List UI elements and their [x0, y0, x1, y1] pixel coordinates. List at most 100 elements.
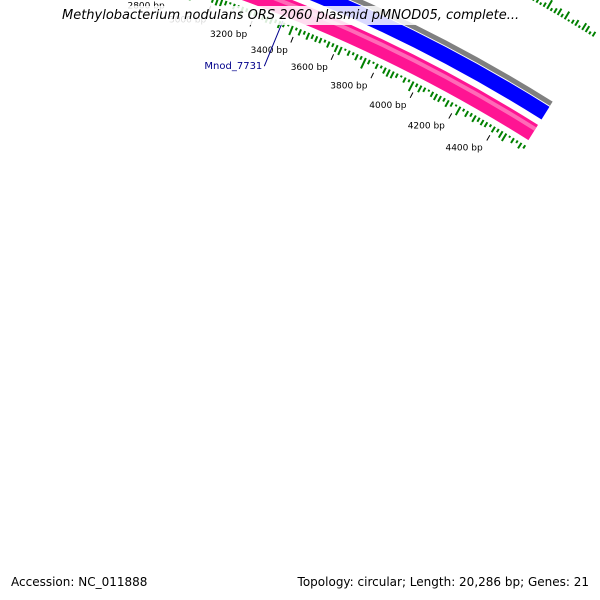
gene-label-mnod-7731[interactable]: Mnod_7731 [204, 61, 262, 72]
accession-text: Accession: NC_011888 [9, 575, 150, 589]
gc-skew-mark [429, 91, 435, 98]
gc-skew-mark [366, 59, 371, 65]
gc-skew-mark [229, 2, 232, 5]
gc-skew-mark [394, 73, 399, 79]
gc-skew-mark [471, 115, 477, 123]
gc-skew-mark [464, 110, 470, 118]
gc-skew-mark [427, 89, 431, 93]
gc-skew-mark [488, 123, 493, 128]
gc-skew-mark [407, 81, 415, 92]
gc-content-mark [553, 7, 558, 14]
bp-tick [370, 72, 375, 79]
gc-skew-mark [444, 99, 450, 108]
gc-skew-mark [351, 52, 355, 56]
gc-skew-mark [223, 0, 228, 6]
gc-skew-mark [385, 69, 391, 78]
gc-skew-mark [360, 57, 367, 69]
bp-tick [448, 113, 453, 119]
gc-content-mark [535, 0, 540, 4]
gc-skew-mark [497, 130, 504, 139]
gc-skew-mark [414, 83, 419, 88]
gc-skew-mark [437, 95, 442, 103]
gc-content-mark [532, 0, 535, 2]
gc-skew-mark [483, 121, 489, 128]
gc-content-mark [588, 31, 592, 35]
gc-content-mark [577, 25, 581, 29]
gc-skew-mark [333, 44, 339, 53]
gc-content-mark [570, 19, 575, 24]
gc-skew-mark [449, 101, 454, 108]
gc-skew-mark [344, 48, 347, 52]
gc-content-mark [591, 31, 597, 37]
gc-skew-mark [318, 37, 323, 44]
gc-skew-mark [372, 61, 375, 65]
bp-tick [290, 36, 294, 43]
gc-content-mark [556, 8, 563, 16]
gc-skew-mark [389, 71, 395, 79]
gc-skew-mark [476, 117, 481, 123]
gc-skew-mark [517, 142, 523, 149]
gc-content-mark [567, 19, 571, 22]
gc-skew-mark [326, 41, 331, 48]
gc-skew-mark [314, 35, 319, 43]
gc-skew-mark [501, 133, 508, 142]
bp-tick-label: 3600 bp [291, 63, 328, 73]
gc-skew-mark [359, 55, 363, 61]
bp-tick-label: 4000 bp [369, 101, 406, 111]
gc-skew-mark [407, 79, 411, 83]
bp-tick [330, 54, 335, 60]
gc-skew-mark [379, 65, 383, 69]
gc-content-mark [581, 22, 588, 31]
gc-skew-mark [210, 0, 214, 4]
map-summary-text: Topology: circular; Length: 20,286 bp; G… [295, 575, 591, 589]
bp-tick-label: 3400 bp [251, 46, 288, 56]
gc-skew-mark [469, 112, 473, 118]
gc-skew-mark [417, 85, 423, 93]
gc-skew-mark [399, 75, 403, 78]
gc-content-mark [584, 25, 591, 33]
gene-label-leader [263, 20, 284, 67]
gc-skew-mark [442, 97, 446, 102]
gc-skew-mark [454, 104, 458, 107]
gc-skew-mark [346, 50, 351, 57]
gc-skew-mark [508, 135, 512, 139]
gc-skew-mark [479, 119, 485, 126]
gene-labels: Mnod_7731 [204, 20, 284, 72]
bp-tick [409, 92, 414, 99]
gc-skew-mark [288, 25, 294, 36]
gc-skew-mark [337, 46, 343, 56]
bp-tick-label: 3200 bp [210, 30, 247, 40]
gc-skew-mark [490, 126, 496, 133]
gc-content-mark [574, 19, 580, 27]
gc-content-track [532, 0, 597, 37]
gc-skew-mark [297, 29, 302, 36]
gc-content-mark [549, 7, 554, 12]
gc-skew-mark [462, 108, 466, 112]
gc-content-mark [542, 2, 547, 8]
gc-skew-mark [310, 34, 315, 40]
cds-feature-arc[interactable] [91, 0, 550, 120]
gc-content-mark [560, 13, 564, 18]
bp-tick-label: 4200 bp [408, 122, 445, 132]
backbone-ring [350, 0, 553, 106]
bp-tick [486, 135, 491, 141]
gc-skew-mark [454, 106, 462, 116]
gc-skew-mark [402, 77, 407, 83]
gc-skew-mark [323, 39, 327, 43]
gc-skew-mark [374, 63, 379, 70]
gc-skew-mark [432, 93, 439, 101]
gc-content-mark [539, 2, 543, 6]
gc-skew-mark [294, 27, 298, 31]
gc-content-mark [563, 11, 571, 20]
gc-skew-mark [354, 53, 359, 61]
bp-tick-label: 3800 bp [330, 81, 367, 91]
map-title: Methylobacterium nodulans ORS 2060 plasm… [56, 6, 526, 25]
gc-content-mark [546, 0, 553, 10]
gc-skew-mark [515, 140, 519, 144]
bp-tick-label: 4400 bp [445, 143, 482, 153]
gc-skew-mark [305, 32, 311, 41]
gc-skew-mark [302, 30, 307, 36]
gc-skew-mark [331, 42, 335, 48]
